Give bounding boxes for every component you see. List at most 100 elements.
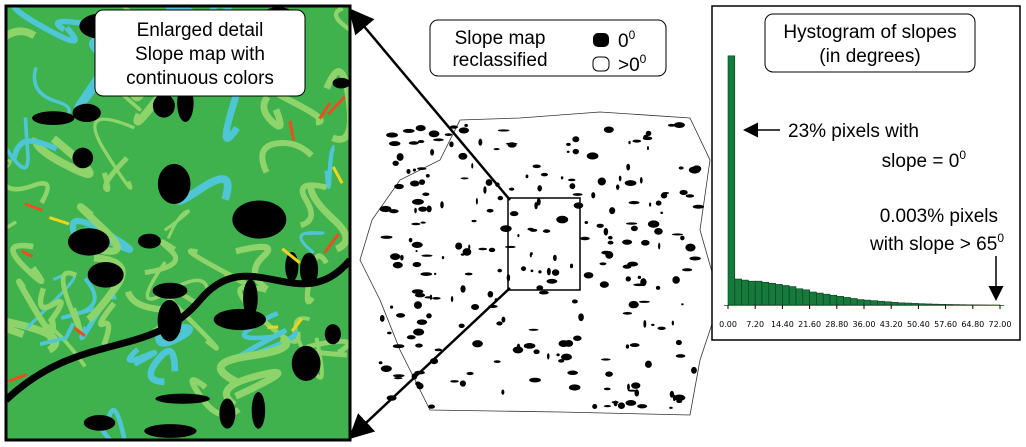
flat-pixel: [641, 240, 649, 246]
flat-pixel: [510, 211, 519, 216]
flat-pixel: [573, 193, 583, 196]
flat-pixel: [532, 164, 540, 168]
bar: [796, 289, 803, 305]
bar: [857, 300, 864, 305]
flat-pixel: [558, 359, 564, 362]
x-tick-label: 50.40: [907, 320, 930, 329]
flat-pixel: [604, 126, 614, 132]
x-tick-label: 21.60: [798, 320, 821, 329]
flat-area: [32, 111, 74, 125]
flat-pixel: [629, 201, 640, 204]
flat-pixel: [547, 268, 551, 276]
flat-pixel: [400, 255, 404, 261]
flat-pixel: [458, 153, 467, 160]
flat-pixel: [612, 401, 619, 403]
bar: [912, 303, 919, 305]
flat-pixel: [639, 301, 650, 303]
flat-pixel: [422, 192, 429, 196]
flat-pixel: [459, 324, 465, 328]
flat-pixel: [426, 174, 430, 178]
flat-pixel: [640, 278, 646, 286]
flat-pixel: [501, 390, 504, 395]
flat-pixel: [406, 169, 410, 174]
bar: [755, 281, 762, 305]
flat-pixel: [573, 149, 579, 154]
x-tick-label: 72.00: [989, 320, 1012, 329]
flat-pixel: [600, 281, 609, 288]
flat-pixel: [670, 391, 674, 398]
legend-sup: 0: [640, 52, 647, 66]
flat-pixel: [500, 225, 511, 232]
flat-area: [333, 78, 350, 88]
bar: [776, 284, 783, 305]
flat-pixel: [604, 228, 609, 236]
flat-pixel: [494, 360, 501, 363]
bar: [803, 290, 810, 305]
flat-pixel: [531, 270, 534, 273]
flat-pixel: [628, 141, 630, 144]
flat-pixel: [460, 380, 466, 386]
flat-area: [214, 309, 266, 330]
flat-pixel: [449, 141, 453, 147]
histogram-title: Hystogram of slopes: [783, 22, 956, 43]
annotation: 23% pixels with: [788, 121, 919, 142]
flat-pixel: [592, 404, 597, 409]
flat-pixel: [416, 125, 426, 131]
flat-pixel: [460, 285, 465, 292]
bar: [898, 303, 905, 305]
flat-pixel: [566, 143, 571, 146]
flat-pixel: [466, 372, 473, 375]
bar: [864, 300, 871, 305]
flat-pixel: [464, 124, 468, 127]
flat-area: [219, 399, 235, 429]
flat-pixel: [691, 367, 697, 374]
flat-pixel: [529, 378, 541, 383]
x-tick-label: 28.80: [825, 320, 848, 329]
bar: [946, 304, 953, 305]
flat-pixel: [567, 371, 578, 375]
flat-pixel: [637, 404, 647, 408]
bar: [782, 286, 789, 306]
flat-pixel: [587, 152, 599, 159]
flat-pixel: [541, 173, 548, 176]
flat-pixel: [494, 148, 500, 150]
bar: [871, 301, 878, 305]
flat-pixel: [442, 256, 444, 259]
legend-swatch: [593, 33, 609, 47]
flat-pixel: [390, 253, 400, 260]
flat-pixel: [553, 255, 557, 261]
flat-area: [325, 324, 341, 344]
annotation-sup: 0: [959, 148, 966, 162]
flat-pixel: [604, 405, 611, 407]
flat-pixel: [601, 358, 611, 360]
x-tick-label: 36.00: [853, 320, 876, 329]
flat-pixel: [578, 313, 584, 321]
bar: [823, 294, 830, 305]
flat-pixel: [605, 371, 613, 376]
flat-pixel: [591, 192, 595, 198]
flat-pixel: [394, 377, 403, 379]
annotation-sup: 0: [997, 231, 1004, 245]
flat-pixel: [533, 349, 539, 354]
flat-pixel: [432, 297, 440, 300]
flat-pixel: [450, 380, 458, 383]
flat-pixel: [679, 166, 684, 169]
flat-pixel: [412, 242, 423, 248]
flat-area: [84, 415, 115, 431]
flat-pixel: [596, 224, 603, 228]
flat-pixel: [380, 206, 392, 212]
flat-pixel: [538, 270, 541, 273]
legend-title: Slope map: [455, 28, 546, 49]
flat-pixel: [415, 344, 423, 348]
flat-pixel: [569, 183, 575, 189]
flat-pixel: [626, 344, 629, 348]
flat-pixel: [506, 143, 518, 145]
flat-pixel: [609, 207, 615, 214]
flat-pixel: [626, 276, 631, 281]
flat-pixel: [498, 196, 503, 200]
flat-pixel: [497, 269, 502, 273]
flat-pixel: [573, 336, 582, 341]
flat-pixel: [693, 205, 704, 209]
flat-pixel: [686, 194, 694, 197]
left-label: continuous colors: [126, 68, 274, 89]
